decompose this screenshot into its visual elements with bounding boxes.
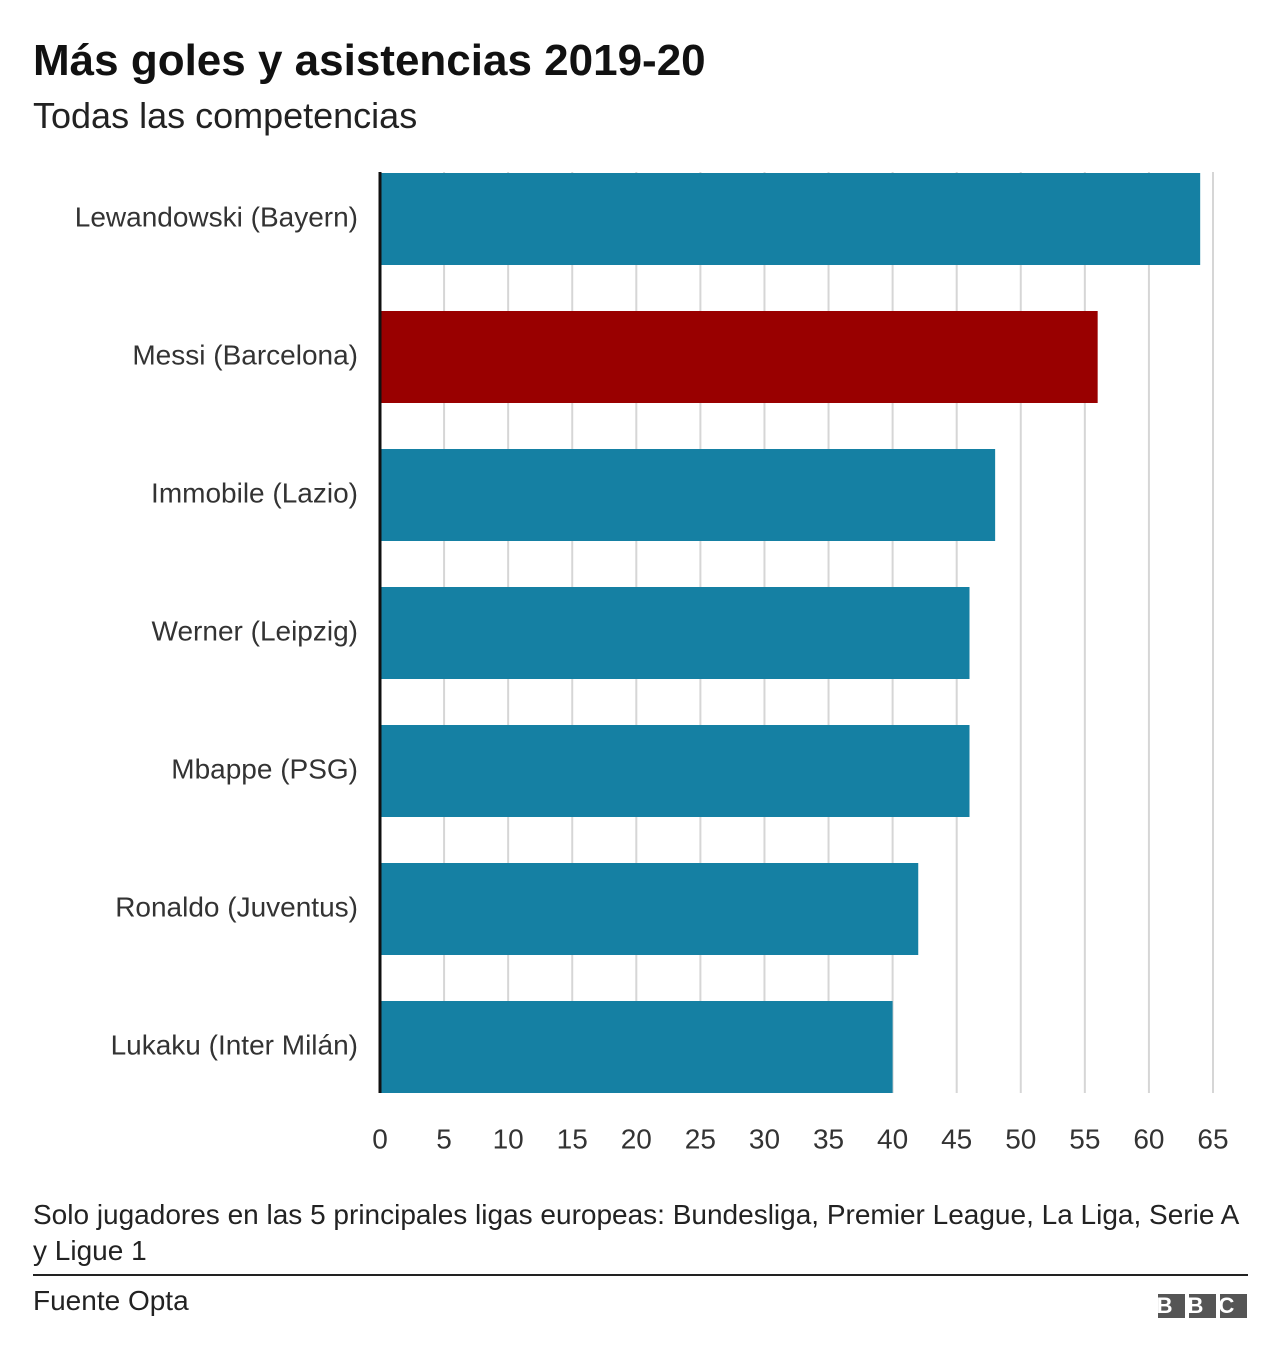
y-tick-label: Werner (Leipzig) bbox=[152, 615, 358, 646]
y-tick-label: Ronaldo (Juventus) bbox=[115, 891, 358, 922]
x-tick-label: 40 bbox=[877, 1123, 908, 1154]
source: Fuente Opta bbox=[33, 1285, 189, 1316]
logo: BBC bbox=[1158, 1294, 1248, 1318]
chart: 0 5 10 15 20 25 30 35 40 45 50 55 60 65 Lewandowski (B… bbox=[75, 172, 1229, 1154]
bar bbox=[380, 449, 996, 541]
x-tick-label: 55 bbox=[1069, 1123, 1100, 1154]
y-tick-label: Immobile (Lazio) bbox=[151, 477, 358, 508]
y-tick-label: Lewandowski (Bayern) bbox=[75, 201, 358, 232]
bar bbox=[380, 173, 1201, 265]
bar bbox=[380, 587, 970, 679]
y-tick-label: Lukaku (Inter Milán) bbox=[111, 1029, 358, 1060]
logo-text: BBC bbox=[1158, 1294, 1248, 1318]
footnote: Solo jugadores en las 5 principales liga… bbox=[33, 1199, 1238, 1266]
bar bbox=[380, 863, 919, 955]
bar bbox=[380, 725, 970, 817]
y-tick-label: Mbappe (PSG) bbox=[171, 753, 358, 784]
chart-title: Más goles y asistencias 2019-20 bbox=[33, 36, 706, 85]
x-tick-label: 0 bbox=[372, 1123, 388, 1154]
x-tick-label: 20 bbox=[621, 1123, 652, 1154]
x-tick-label: 30 bbox=[749, 1123, 780, 1154]
x-tick-label: 45 bbox=[941, 1123, 972, 1154]
x-tick-label: 35 bbox=[813, 1123, 844, 1154]
x-tick-label: 60 bbox=[1133, 1123, 1164, 1154]
x-tick-label: 25 bbox=[685, 1123, 716, 1154]
x-tick-label: 10 bbox=[493, 1123, 524, 1154]
bar bbox=[380, 1001, 893, 1093]
bar bbox=[380, 311, 1098, 403]
chart-subtitle: Todas las competencias bbox=[33, 95, 418, 136]
y-tick-label: Messi (Barcelona) bbox=[132, 339, 358, 370]
x-tick-label: 50 bbox=[1005, 1123, 1036, 1154]
x-tick-label: 5 bbox=[436, 1123, 452, 1154]
divider bbox=[33, 1274, 1248, 1276]
x-tick-label: 65 bbox=[1197, 1123, 1228, 1154]
x-tick-label: 15 bbox=[557, 1123, 588, 1154]
